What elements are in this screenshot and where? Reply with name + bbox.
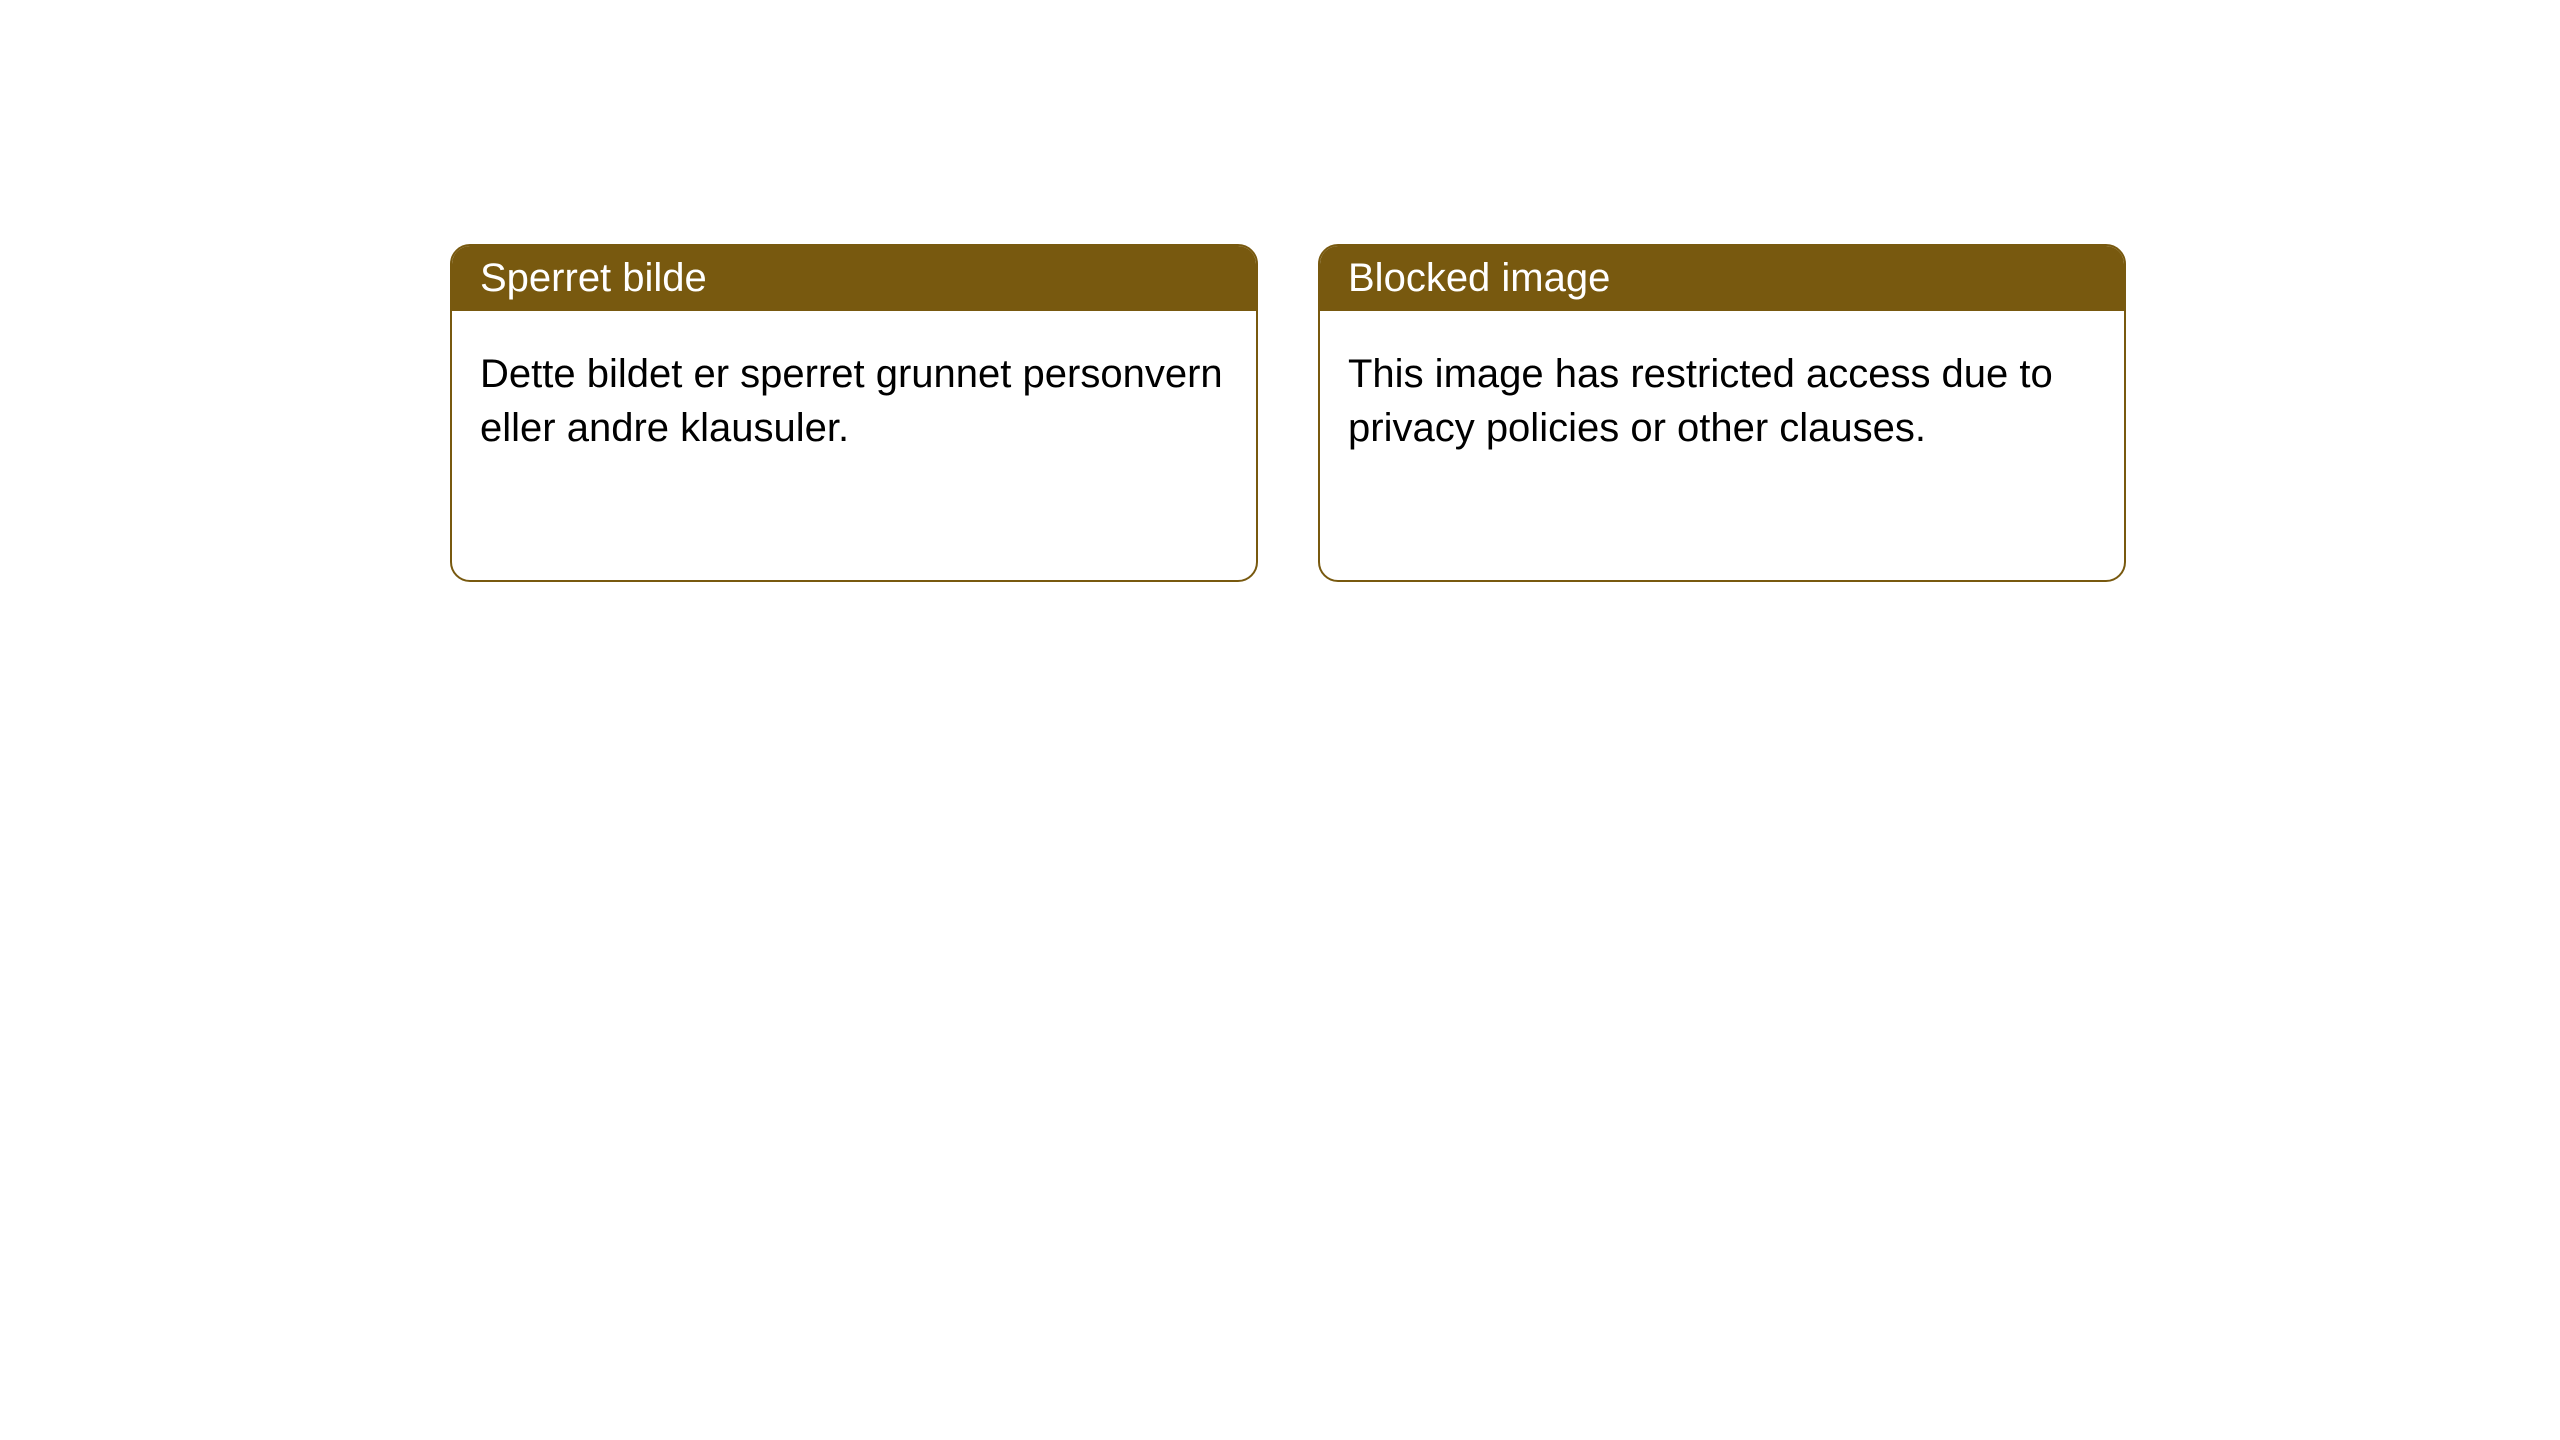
notice-cards-container: Sperret bilde Dette bildet er sperret gr… [0, 0, 2560, 582]
card-title-english: Blocked image [1320, 246, 2124, 311]
card-body-norwegian: Dette bildet er sperret grunnet personve… [452, 311, 1256, 491]
blocked-image-card-english: Blocked image This image has restricted … [1318, 244, 2126, 582]
card-body-english: This image has restricted access due to … [1320, 311, 2124, 491]
card-title-norwegian: Sperret bilde [452, 246, 1256, 311]
blocked-image-card-norwegian: Sperret bilde Dette bildet er sperret gr… [450, 244, 1258, 582]
